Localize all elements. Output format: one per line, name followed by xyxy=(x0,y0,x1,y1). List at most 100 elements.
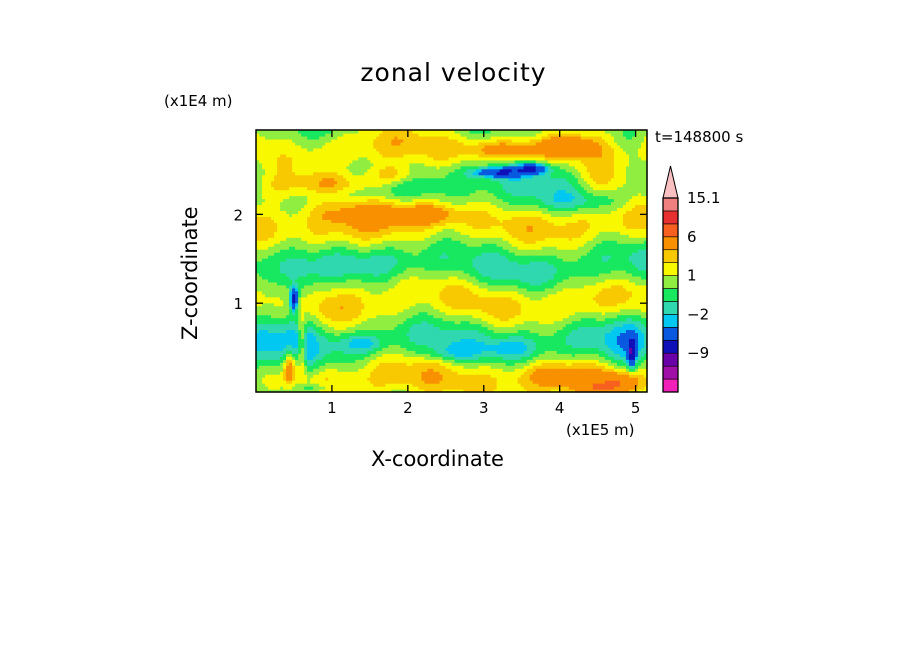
field-cell xyxy=(628,365,633,369)
field-cell xyxy=(262,347,266,351)
field-cell xyxy=(343,362,347,366)
field-cell xyxy=(595,350,600,354)
field-cell xyxy=(406,383,410,387)
field-cell xyxy=(640,377,645,381)
field-cell xyxy=(628,368,633,372)
field-cell xyxy=(577,368,582,372)
field-cell xyxy=(412,389,417,393)
field-cell xyxy=(628,380,633,384)
field-cell xyxy=(379,359,383,363)
field-cell xyxy=(343,380,347,384)
field-cell xyxy=(403,377,407,381)
field-cell xyxy=(337,344,341,348)
field-cell xyxy=(280,365,284,369)
field-cell xyxy=(577,371,582,375)
field-cell xyxy=(400,350,404,354)
field-cell xyxy=(331,365,335,369)
field-cell xyxy=(403,359,407,363)
field-cell xyxy=(367,389,371,393)
field-cell xyxy=(442,380,447,384)
field-cell xyxy=(550,341,555,345)
field-cell xyxy=(376,386,380,390)
field-cell xyxy=(634,371,639,375)
field-cell xyxy=(502,368,507,372)
field-cell xyxy=(289,344,293,348)
field-cell xyxy=(325,359,329,363)
field-cell xyxy=(580,350,585,354)
field-cell xyxy=(412,371,417,375)
field-cell xyxy=(571,344,576,348)
field-cell xyxy=(430,371,435,375)
field-cell xyxy=(520,377,525,381)
field-cell xyxy=(295,374,299,378)
field-cell xyxy=(349,386,353,390)
field-cell xyxy=(394,386,398,390)
field-cell xyxy=(544,359,549,363)
field-cell xyxy=(280,350,284,354)
field-cell xyxy=(280,347,284,351)
field-cell xyxy=(376,383,380,387)
field-cell xyxy=(493,371,498,375)
field-cell xyxy=(595,389,600,393)
field-cell xyxy=(616,350,621,354)
field-cell xyxy=(388,368,392,372)
field-cell xyxy=(469,341,474,345)
field-cell xyxy=(607,356,612,360)
field-cell xyxy=(334,362,338,366)
field-cell xyxy=(421,368,426,372)
field-cell xyxy=(628,374,633,378)
field-cell xyxy=(580,344,585,348)
field-cell xyxy=(466,383,471,387)
field-cell xyxy=(490,341,495,345)
field-cell xyxy=(283,374,287,378)
field-cell xyxy=(397,371,401,375)
field-cell xyxy=(412,344,417,348)
field-cell xyxy=(403,356,407,360)
field-cell xyxy=(451,353,456,357)
field-cell xyxy=(415,341,420,345)
field-cell xyxy=(490,371,495,375)
field-cell xyxy=(613,365,618,369)
field-cell xyxy=(355,341,359,345)
field-cell xyxy=(289,380,293,384)
field-cell xyxy=(514,347,519,351)
field-cell xyxy=(298,371,302,375)
field-cell xyxy=(427,341,432,345)
field-cell xyxy=(376,374,380,378)
field-cell xyxy=(391,341,395,345)
field-cell xyxy=(511,341,516,345)
field-cell xyxy=(550,353,555,357)
field-cell xyxy=(568,368,573,372)
field-cell xyxy=(340,344,344,348)
field-cell xyxy=(484,347,489,351)
field-cell xyxy=(502,356,507,360)
field-cell xyxy=(472,350,477,354)
field-cell xyxy=(481,359,486,363)
field-cell xyxy=(562,344,567,348)
field-cell xyxy=(583,362,588,366)
field-cell xyxy=(496,347,501,351)
field-cell xyxy=(556,383,561,387)
field-cell xyxy=(451,344,456,348)
field-cell xyxy=(535,374,540,378)
field-cell xyxy=(430,344,435,348)
field-cell xyxy=(364,377,368,381)
field-cell xyxy=(274,362,278,366)
field-cell xyxy=(421,341,426,345)
field-cell xyxy=(448,374,453,378)
field-cell xyxy=(553,368,558,372)
field-cell xyxy=(304,350,308,354)
field-cell xyxy=(352,386,356,390)
field-cell xyxy=(301,356,305,360)
field-cell xyxy=(325,383,329,387)
field-cell xyxy=(586,380,591,384)
field-cell xyxy=(643,353,648,357)
field-cell xyxy=(496,383,501,387)
field-cell xyxy=(538,380,543,384)
field-cell xyxy=(346,353,350,357)
field-cell xyxy=(553,371,558,375)
field-cell xyxy=(484,362,489,366)
field-cell xyxy=(391,374,395,378)
field-cell xyxy=(421,374,426,378)
field-cell xyxy=(520,344,525,348)
